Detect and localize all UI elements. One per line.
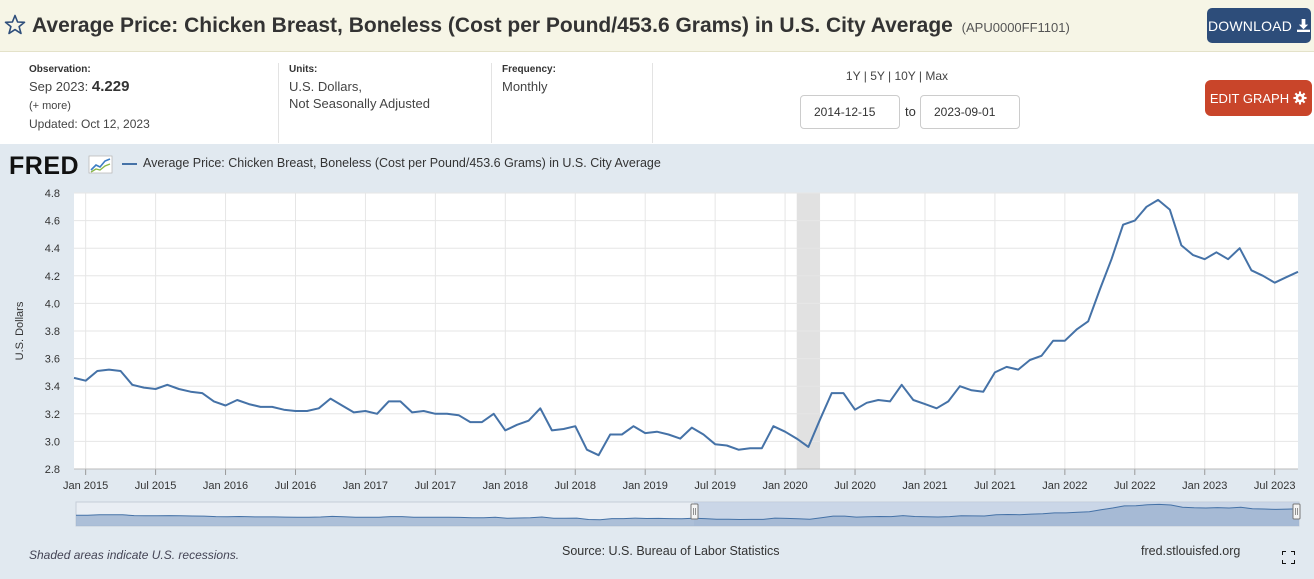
divider	[278, 63, 279, 143]
frequency-label: Frequency:	[502, 64, 556, 75]
more-link[interactable]: (+ more)	[29, 100, 71, 112]
x-tick-label: Jan 2023	[1182, 480, 1227, 492]
to-label: to	[905, 104, 916, 119]
units-line2: Not Seasonally Adjusted	[289, 96, 430, 111]
navigator-handle	[690, 503, 699, 520]
recession-note: Shaded areas indicate U.S. recessions.	[29, 548, 240, 562]
x-tick-label: Jan 2021	[902, 480, 947, 492]
y-tick-label: 3.0	[45, 436, 60, 448]
navigator-area	[76, 504, 1299, 526]
edit-graph-label: EDIT GRAPH	[1209, 90, 1290, 106]
x-tick-label: Jul 2022	[1114, 480, 1156, 492]
y-tick-label: 4.4	[45, 243, 60, 255]
frequency-value: Monthly	[502, 79, 548, 94]
updated-date: Updated: Oct 12, 2023	[29, 117, 150, 131]
range-links: 1Y | 5Y | 10Y | Max	[845, 69, 949, 83]
observation-value: Sep 2023: 4.229	[29, 78, 129, 95]
x-tick-label: Jan 2020	[762, 480, 807, 492]
download-label: DOWNLOAD	[1207, 17, 1293, 34]
x-tick-label: Jul 2019	[694, 480, 736, 492]
legend-swatch	[122, 163, 137, 165]
observation-date: Sep 2023:	[29, 79, 89, 94]
x-tick-label: Jul 2017	[415, 480, 457, 492]
x-tick-label: Jul 2020	[834, 480, 876, 492]
y-tick-label: 2.8	[45, 464, 60, 476]
y-tick-label: 3.6	[45, 354, 60, 366]
series-line	[73, 198, 1299, 457]
site-link[interactable]: fred.stlouisfed.org	[1141, 544, 1241, 558]
series-info-panel: Observation: Sep 2023: 4.229 (+ more) Up…	[0, 53, 1314, 144]
range-5y[interactable]: 5Y	[870, 69, 885, 83]
divider	[652, 63, 653, 143]
x-tick-label: Jul 2023	[1254, 480, 1296, 492]
gear-icon	[1293, 91, 1307, 105]
fred-logo-text: FRED	[9, 152, 79, 178]
y-tick-label: 3.8	[45, 326, 60, 338]
units-line1: U.S. Dollars,	[289, 79, 362, 94]
download-icon	[1297, 19, 1311, 32]
page-header: Average Price: Chicken Breast, Boneless …	[0, 0, 1314, 52]
units-label: Units:	[289, 64, 318, 75]
fullscreen-icon[interactable]	[1282, 551, 1295, 564]
edit-graph-button[interactable]: EDIT GRAPH	[1205, 80, 1312, 116]
y-tick-label: 4.6	[45, 216, 60, 228]
download-button[interactable]: DOWNLOAD	[1207, 8, 1311, 43]
source-text: Source: U.S. Bureau of Labor Statistics	[562, 544, 780, 558]
y-tick-label: 4.8	[45, 188, 60, 200]
y-tick-label: 4.0	[45, 298, 60, 310]
range-1y[interactable]: 1Y	[845, 69, 861, 83]
x-tick-label: Jan 2022	[1042, 480, 1087, 492]
range-max[interactable]: Max	[925, 69, 949, 83]
page-title: Average Price: Chicken Breast, Boneless …	[32, 14, 1070, 38]
start-date-input[interactable]: 2014-12-15	[800, 95, 900, 129]
series-id: (APU0000FF1101)	[961, 20, 1070, 35]
y-tick-label: 3.2	[45, 409, 60, 421]
star-outline-icon[interactable]	[3, 12, 27, 38]
series-title: Average Price: Chicken Breast, Boneless …	[32, 14, 953, 37]
main-chart[interactable]: 2.8 3.0 3.2 3.4 3.6 3.8 4.0 4.2 4.4 4.6 4.8 Jan 201…	[0, 144, 1314, 544]
x-tick-label: Jan 2016	[203, 480, 248, 492]
range-10y[interactable]: 10Y	[894, 69, 916, 83]
divider	[491, 63, 492, 143]
y-axis-label: U.S. Dollars	[14, 301, 26, 360]
y-tick-label: 4.2	[45, 271, 60, 283]
observation-label: Observation:	[29, 64, 91, 75]
navigator-line	[75, 503, 1300, 521]
range-navigator[interactable]	[0, 499, 1314, 539]
x-tick-label: Jul 2015	[135, 480, 177, 492]
x-tick-label: Jan 2015	[63, 480, 108, 492]
x-tick-label: Jan 2019	[623, 480, 668, 492]
graph-area: FRED Average Price: Chicken Breast, Bone…	[0, 144, 1314, 579]
x-tick-label: Jul 2016	[275, 480, 317, 492]
observation-number: 4.229	[91, 78, 130, 95]
fred-logo: FRED	[9, 152, 113, 178]
chart-icon	[88, 155, 113, 174]
end-date-input[interactable]: 2023-09-01	[920, 95, 1020, 129]
x-tick-label: Jan 2018	[483, 480, 528, 492]
navigator-handle	[1292, 503, 1301, 520]
x-tick-label: Jan 2017	[343, 480, 388, 492]
x-tick-label: Jul 2018	[554, 480, 596, 492]
x-tick-label: Jul 2021	[974, 480, 1016, 492]
legend-label: Average Price: Chicken Breast, Boneless …	[143, 156, 661, 170]
y-tick-label: 3.4	[45, 381, 60, 393]
